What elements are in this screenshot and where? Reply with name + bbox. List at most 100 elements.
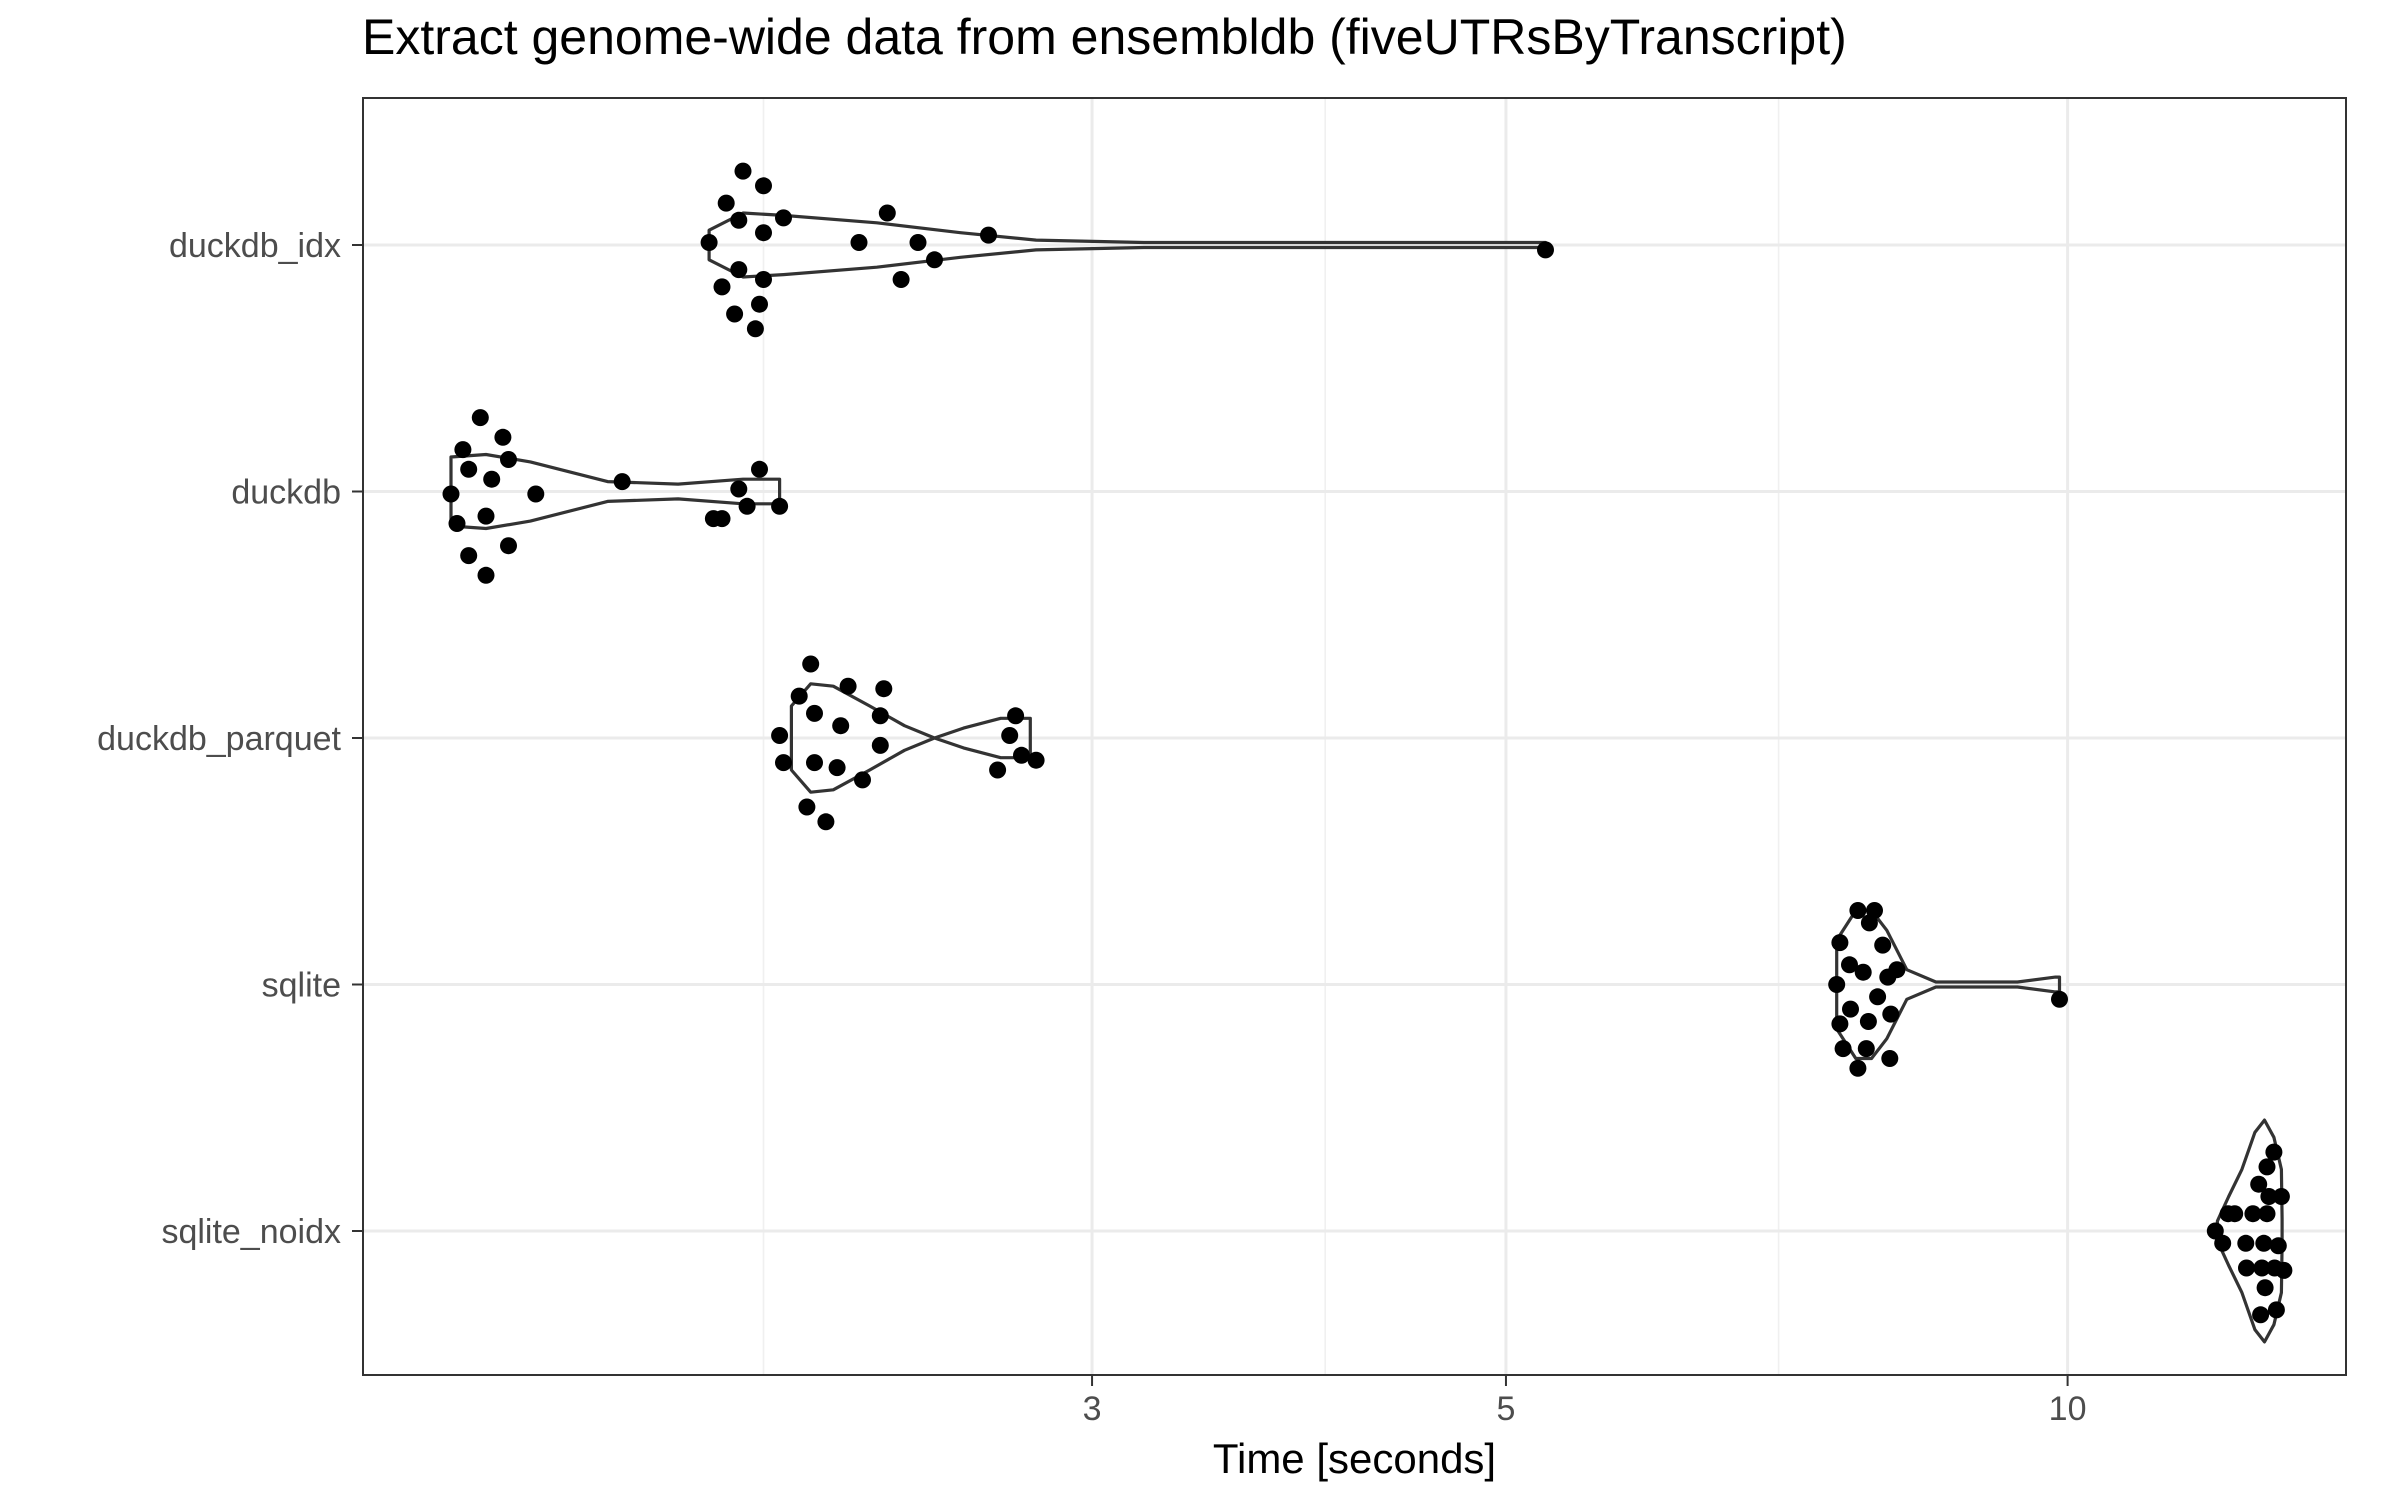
point-duckdb_parquet bbox=[1001, 727, 1019, 744]
point-duckdb bbox=[477, 507, 495, 525]
point-duckdb_idx bbox=[746, 320, 764, 338]
point-duckdb bbox=[527, 485, 545, 503]
point-sqlite bbox=[1882, 1005, 1900, 1023]
point-sqlite_noidx bbox=[2206, 1222, 2224, 1240]
y-tick-label: duckdb bbox=[231, 474, 341, 512]
point-duckdb_idx bbox=[1537, 241, 1554, 259]
point-sqlite_noidx bbox=[2226, 1205, 2244, 1223]
point-duckdb bbox=[738, 497, 756, 515]
point-sqlite bbox=[1849, 902, 1867, 919]
y-tick-label: duckdb_idx bbox=[169, 227, 341, 265]
point-duckdb bbox=[494, 428, 512, 446]
plot-panel-border bbox=[362, 97, 2347, 1376]
point-sqlite_noidx bbox=[2253, 1259, 2271, 1277]
point-sqlite bbox=[1831, 934, 1849, 952]
point-sqlite_noidx bbox=[2260, 1188, 2278, 1205]
point-duckdb_parquet bbox=[790, 687, 808, 705]
point-duckdb_parquet bbox=[875, 680, 893, 698]
point-duckdb_idx bbox=[755, 224, 772, 242]
point-duckdb_parquet bbox=[832, 717, 850, 735]
point-sqlite_noidx bbox=[2256, 1279, 2274, 1297]
point-duckdb bbox=[454, 441, 472, 459]
point-sqlite_noidx bbox=[2214, 1234, 2232, 1252]
point-sqlite_noidx bbox=[2238, 1259, 2255, 1277]
point-duckdb_parquet bbox=[1013, 746, 1030, 764]
point-duckdb bbox=[477, 566, 495, 584]
point-duckdb_parquet bbox=[989, 761, 1007, 779]
point-sqlite bbox=[1834, 1040, 1852, 1058]
point-duckdb_parquet bbox=[854, 771, 871, 789]
point-duckdb_parquet bbox=[806, 704, 823, 722]
point-sqlite_noidx bbox=[2275, 1261, 2293, 1279]
point-sqlite_noidx bbox=[2258, 1205, 2276, 1223]
point-duckdb_idx bbox=[713, 278, 731, 296]
point-sqlite bbox=[1879, 968, 1897, 986]
point-duckdb bbox=[500, 537, 517, 555]
point-sqlite bbox=[2051, 990, 2068, 1008]
point-sqlite bbox=[1869, 988, 1887, 1006]
y-tick-label: sqlite_noidx bbox=[161, 1213, 341, 1251]
point-duckdb bbox=[471, 409, 489, 427]
point-duckdb bbox=[460, 460, 478, 478]
point-duckdb_idx bbox=[734, 162, 752, 180]
point-duckdb_idx bbox=[850, 234, 868, 251]
point-duckdb_parquet bbox=[775, 754, 792, 772]
point-sqlite bbox=[1831, 1015, 1849, 1033]
point-sqlite_noidx bbox=[2237, 1234, 2255, 1252]
point-duckdb bbox=[442, 485, 460, 503]
point-sqlite bbox=[1881, 1050, 1899, 1067]
point-duckdb_parquet bbox=[871, 736, 889, 754]
point-duckdb_idx bbox=[909, 234, 927, 251]
point-sqlite bbox=[1857, 1040, 1875, 1058]
point-duckdb_idx bbox=[717, 194, 735, 212]
chart-title: Extract genome-wide data from ensembldb … bbox=[362, 9, 1847, 65]
point-duckdb bbox=[460, 547, 478, 565]
point-duckdb_idx bbox=[700, 234, 718, 251]
point-duckdb_parquet bbox=[817, 813, 835, 831]
point-duckdb_parquet bbox=[802, 655, 820, 673]
y-tick-label: sqlite bbox=[262, 967, 341, 1005]
point-duckdb_parquet bbox=[1007, 707, 1025, 725]
point-sqlite bbox=[1874, 936, 1892, 954]
point-duckdb_idx bbox=[751, 295, 768, 313]
point-sqlite_noidx bbox=[2255, 1234, 2273, 1252]
point-sqlite_noidx bbox=[2272, 1188, 2290, 1205]
point-sqlite bbox=[1860, 914, 1878, 932]
point-duckdb_parquet bbox=[771, 727, 789, 744]
point-duckdb_idx bbox=[892, 271, 910, 288]
point-duckdb_idx bbox=[726, 305, 744, 323]
x-tick-label: 5 bbox=[1496, 1390, 1515, 1428]
violins bbox=[449, 211, 2284, 1344]
point-duckdb bbox=[613, 473, 631, 491]
point-sqlite bbox=[1859, 1013, 1877, 1030]
point-sqlite_noidx bbox=[2252, 1306, 2270, 1324]
point-duckdb_parquet bbox=[839, 677, 857, 695]
point-duckdb_idx bbox=[775, 209, 792, 227]
point-duckdb bbox=[483, 470, 501, 488]
point-duckdb_idx bbox=[755, 271, 772, 288]
point-sqlite bbox=[1828, 976, 1846, 993]
point-duckdb bbox=[448, 515, 466, 532]
point-duckdb bbox=[751, 460, 768, 478]
point-duckdb_idx bbox=[755, 177, 772, 195]
point-duckdb bbox=[704, 510, 722, 528]
point-sqlite bbox=[1842, 1000, 1859, 1018]
point-sqlite_noidx bbox=[2250, 1175, 2268, 1193]
point-sqlite_noidx bbox=[2265, 1143, 2283, 1161]
x-tick-label: 10 bbox=[2049, 1390, 2087, 1428]
point-duckdb bbox=[730, 480, 748, 498]
point-sqlite bbox=[1854, 963, 1872, 981]
point-duckdb_idx bbox=[730, 261, 748, 279]
point-duckdb_idx bbox=[878, 204, 896, 222]
x-axis-title: Time [seconds] bbox=[1213, 1435, 1496, 1482]
point-sqlite_noidx bbox=[2269, 1237, 2287, 1255]
point-sqlite_noidx bbox=[2244, 1205, 2262, 1223]
data-points bbox=[442, 162, 2293, 1324]
point-duckdb_parquet bbox=[828, 759, 846, 777]
point-duckdb_idx bbox=[926, 251, 943, 269]
y-tick-label: duckdb_parquet bbox=[97, 720, 341, 758]
point-duckdb_parquet bbox=[1027, 751, 1045, 769]
point-duckdb_parquet bbox=[798, 798, 816, 816]
